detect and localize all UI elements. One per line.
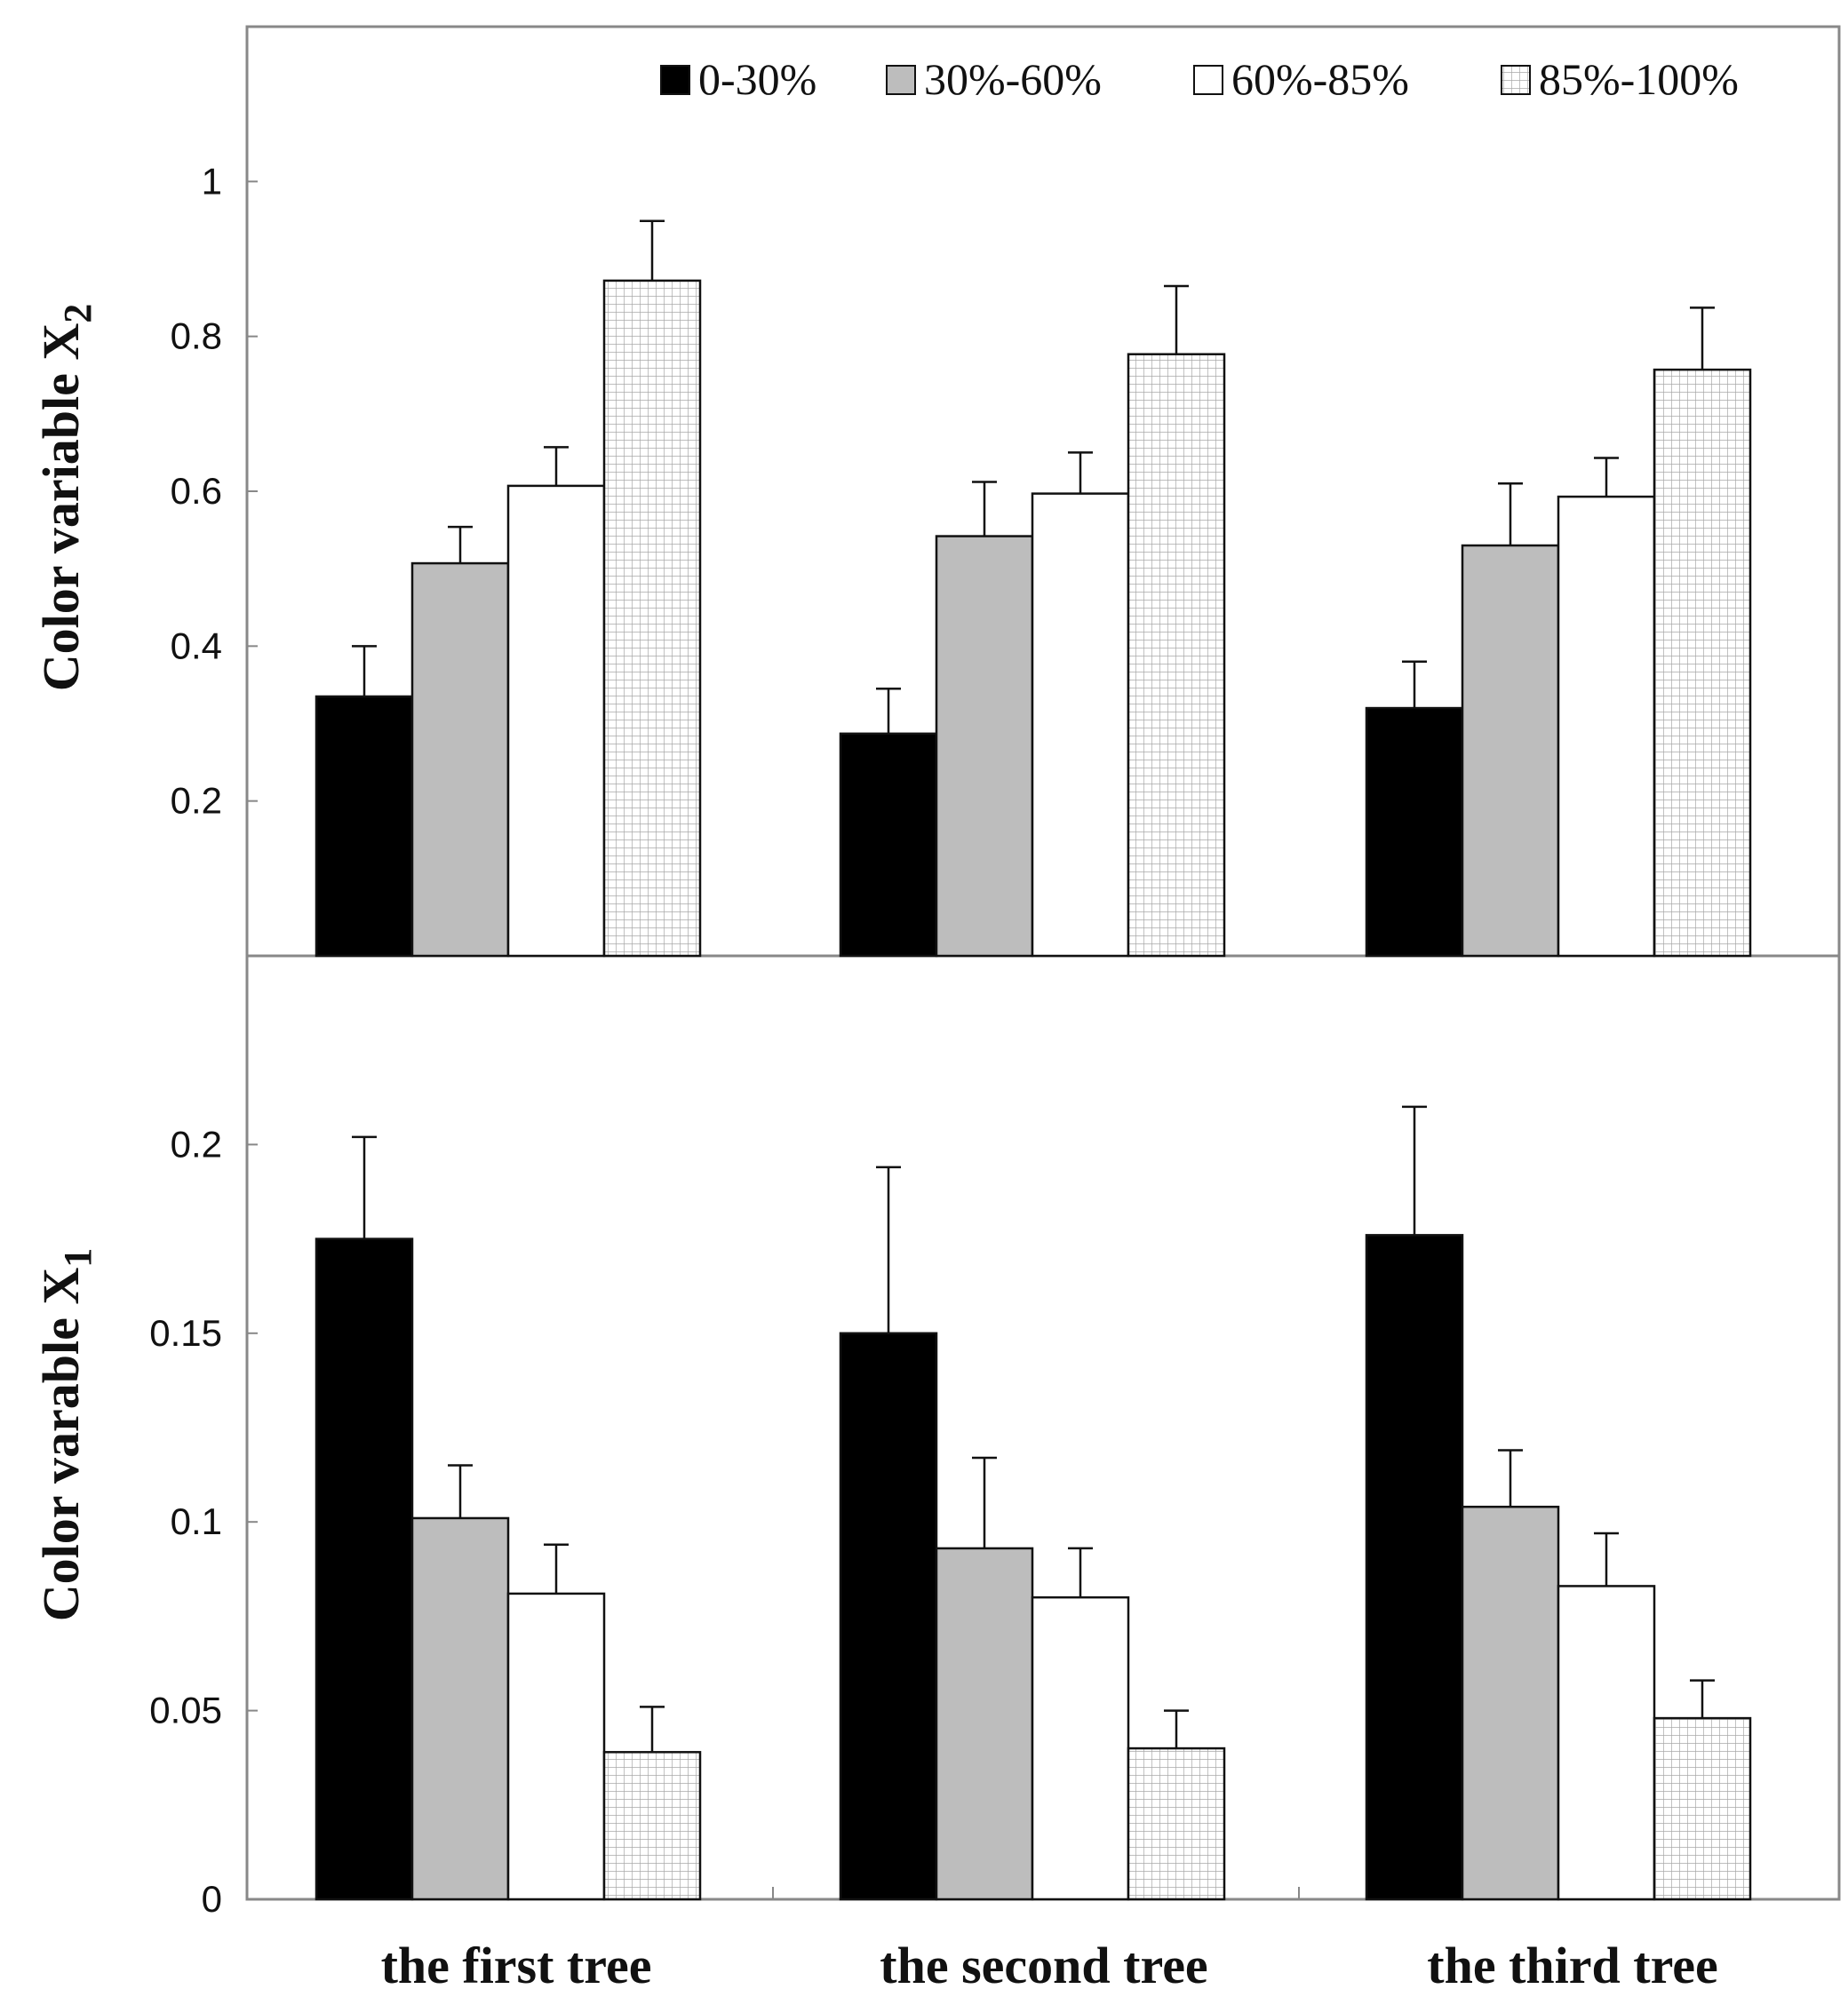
y-tick-label-p1-2: 0.1 — [171, 1500, 222, 1542]
y-tick-label-p1-0: 0 — [202, 1878, 222, 1920]
legend-swatch-1 — [886, 65, 916, 95]
bar-p0-s1-c2 — [1461, 544, 1560, 958]
legend-label-1: 30%-60% — [924, 54, 1102, 104]
bar-p0-s2-c1 — [1031, 492, 1130, 958]
y-axis-label-top: Color variable X2 — [32, 304, 100, 692]
legend-swatch-2 — [1193, 65, 1223, 95]
y-tick-label-p0-1: 0.4 — [171, 625, 222, 666]
legend: 0-30% 30%-60% 60%-85% 85%-100% — [660, 54, 1739, 104]
bar-p0-s1-c1 — [935, 535, 1034, 958]
bar-p1-s2-c1 — [1031, 1595, 1130, 1901]
bar-p0-s0-c1 — [839, 732, 938, 958]
bar-p1-s2-c0 — [506, 1592, 606, 1901]
legend-swatch-3 — [1501, 65, 1531, 95]
y-tick-label-p1-1: 0.05 — [149, 1690, 222, 1731]
bar-p1-s1-c0 — [410, 1516, 510, 1901]
bar-p1-s1-c2 — [1461, 1505, 1560, 1901]
bar-p1-s3-c0 — [602, 1751, 702, 1901]
bar-p0-s3-c2 — [1653, 368, 1752, 958]
legend-label-3: 85%-100% — [1539, 54, 1739, 104]
category-label-1: the second tree — [880, 1937, 1207, 1994]
bar-p0-s2-c0 — [506, 484, 606, 958]
bar-p0-s0-c2 — [1365, 706, 1464, 958]
bar-p1-s3-c1 — [1127, 1746, 1226, 1901]
y-tick-label-p1-4: 0.2 — [171, 1123, 222, 1165]
y-tick-label-p0-4: 1 — [202, 160, 222, 202]
bar-p0-s1-c0 — [410, 561, 510, 958]
legend-swatch-0 — [660, 65, 690, 95]
bar-p1-s0-c1 — [839, 1332, 938, 1901]
bar-p0-s2-c2 — [1557, 495, 1656, 958]
bar-p1-s0-c0 — [315, 1237, 414, 1901]
bar-p0-s3-c0 — [602, 279, 702, 958]
legend-label-2: 60%-85% — [1231, 54, 1409, 104]
y-axis-label-bottom: Color varable X1 — [32, 1248, 100, 1621]
axes-layer: 0.2 0.4 0.6 0.8 1 0 0.05 0.1 0.15 0.2 — [149, 160, 1300, 1920]
y-tick-label-p1-3: 0.15 — [149, 1312, 222, 1354]
y-tick-label-p0-0: 0.2 — [171, 780, 222, 822]
category-label-0: the first tree — [381, 1937, 652, 1994]
bar-p1-s1-c1 — [935, 1547, 1034, 1901]
bar-p1-s2-c2 — [1557, 1585, 1656, 1901]
legend-label-0: 0-30% — [698, 54, 816, 104]
bar-p0-s3-c1 — [1127, 353, 1226, 958]
y-tick-label-p0-2: 0.6 — [171, 470, 222, 512]
bar-p1-s3-c2 — [1653, 1716, 1752, 1901]
y-tick-label-p0-3: 0.8 — [171, 315, 222, 357]
bar-p1-s0-c2 — [1365, 1234, 1464, 1901]
bars-layer — [315, 219, 1752, 1901]
category-label-2: the third tree — [1427, 1937, 1718, 1994]
bar-p0-s0-c0 — [315, 695, 414, 958]
